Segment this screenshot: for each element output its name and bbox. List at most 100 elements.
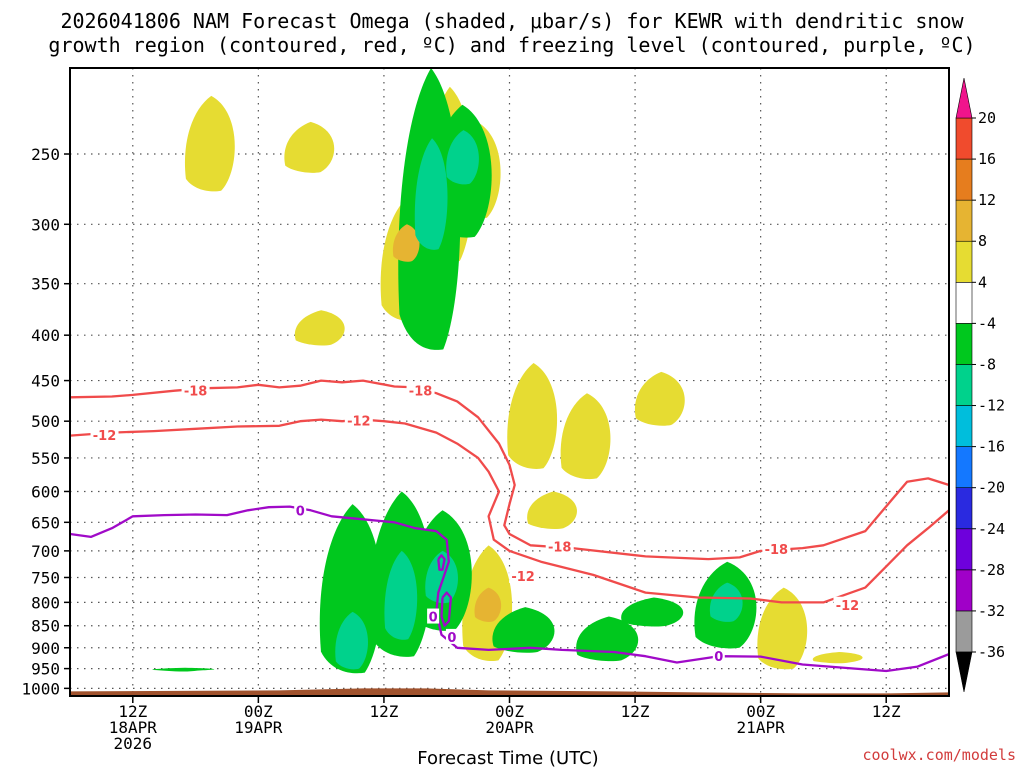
contour-label-dgz-minus18-3: -18 [765, 543, 789, 558]
contour-label-bg-dgz-minus12-0 [90, 426, 119, 442]
x-tick-label-0-1: 12Z [118, 702, 147, 721]
colorbar-swatch-0 [955, 610, 973, 653]
omega-region-sinking-mid-a [507, 363, 558, 469]
y-tick-label-950: 950 [31, 660, 60, 679]
colorbar-swatch-11 [955, 158, 973, 201]
colorbar-lower-extend [955, 651, 973, 693]
x-tick-label-5-1: 00Z [746, 702, 775, 721]
colorbar-swatch-10 [955, 199, 973, 242]
contour-label-bg-dgz-minus18-3 [762, 541, 791, 557]
terrain-fill [70, 688, 949, 696]
colorbar-label-5: -16 [978, 438, 1005, 456]
y-tick-label-450: 450 [31, 372, 60, 391]
colorbar-swatch-1 [955, 569, 973, 612]
colorbar-label-2: -28 [978, 561, 1005, 579]
omega-shading [152, 68, 863, 674]
contour-label-dgz-minus12-0: -12 [93, 429, 117, 444]
contour-label-dgz-minus18-2: -18 [548, 540, 572, 555]
contour-label-freezing-level-0-1: 0 [714, 650, 723, 665]
omega-region-upward-speck [152, 667, 215, 672]
omega-region-upward-low-thin [492, 607, 555, 653]
contour-freezing-level-0 [70, 505, 949, 673]
colorbar-label-1: -32 [978, 602, 1005, 620]
omega-region-upward-low-e [621, 597, 684, 627]
colorbar-upper-extend [955, 77, 973, 119]
omega-region-sinking-upper-mid [284, 121, 335, 173]
omega-region-sinking-low-a-core [474, 587, 502, 622]
y-tick-label-600: 600 [31, 482, 60, 501]
x-tick-label-1-2: 19APR [234, 718, 283, 737]
contour-label-bg-freezing-level-0-loop-b-0 [427, 608, 440, 624]
y-tick-label-350: 350 [31, 275, 60, 294]
y-tick-label-400: 400 [31, 326, 60, 345]
colorbar-label-0: -36 [978, 643, 1005, 661]
y-tick-label-550: 550 [31, 449, 60, 468]
contour-label-bg-dgz-minus12-2 [509, 567, 538, 583]
contour-label-bg-freezing-level-0-loop-a-0 [445, 628, 458, 644]
x-axis-label: Forecast Time (UTC) [417, 748, 598, 768]
colorbar-label-9: 4 [978, 273, 987, 291]
contour-label-dgz-minus18-1: -18 [409, 385, 433, 400]
omega-region-sinking-upper-left [184, 95, 235, 192]
y-axis-ticks: 250 300 350 400 450 500 550 600 650 700 750 800 850 9… [21, 145, 70, 698]
y-tick-label-750: 750 [31, 568, 60, 587]
omega-region-sinking-mid-d [527, 491, 577, 529]
omega-region-upward-low-b-core [384, 550, 418, 640]
x-tick-label-1-1: 00Z [244, 702, 273, 721]
colorbar-label-8: -4 [978, 314, 996, 332]
omega-region-sinking-thin-400 [294, 310, 345, 346]
y-tick-label-850: 850 [31, 617, 60, 636]
chart-title-line-1: 2026041806 NAM Forecast Omega (shaded, μ… [60, 9, 964, 33]
colorbar-label-13: 20 [978, 109, 996, 127]
contour-label-bg-freezing-level-0-0 [294, 502, 307, 518]
colorbar-label-4: -20 [978, 479, 1005, 497]
omega-region-sinking-mid-b [560, 393, 611, 480]
y-tick-label-650: 650 [31, 513, 60, 532]
y-tick-label-250: 250 [31, 145, 60, 164]
contour-freezing-level-0-loop-a [440, 591, 453, 627]
colorbar-swatch-5 [955, 405, 973, 447]
contour-label-dgz-minus18-0: -18 [184, 385, 208, 400]
x-tick-label-6-1: 12Z [872, 702, 901, 721]
colorbar-swatch-7 [955, 323, 973, 365]
y-tick-label-800: 800 [31, 593, 60, 612]
y-tick-label-700: 700 [31, 542, 60, 561]
contour-label-bg-freezing-level-0-1 [712, 648, 725, 664]
omega-region-sinking-mid-c [634, 371, 685, 426]
x-tick-label-5-2: 21APR [737, 718, 786, 737]
y-tick-label-1000: 1000 [21, 679, 60, 698]
y-tick-label-500: 500 [31, 412, 60, 431]
x-tick-label-0-2: 18APR [109, 718, 158, 737]
x-tick-label-2-1: 12Z [369, 702, 398, 721]
omega-region-upward-motion-upper-core [414, 138, 448, 250]
contour-label-freezing-level-0-0: 0 [296, 504, 305, 519]
colorbar-swatch-2 [955, 528, 973, 571]
x-tick-label-4-1: 12Z [621, 702, 650, 721]
omega-region-upward-motion-upper-east-core [446, 130, 479, 185]
x-tick-label-3-1: 00Z [495, 702, 524, 721]
contour-label-bg-dgz-minus18-1 [406, 382, 435, 398]
x-tick-label-3-2: 20APR [485, 718, 534, 737]
colorbar-swatch-12 [955, 117, 973, 160]
contour-label-dgz-minus12-1: -12 [347, 414, 371, 429]
contour-label-bg-dgz-minus12-3 [833, 596, 862, 612]
y-tick-label-300: 300 [31, 215, 60, 234]
x-tick-label-0-3: 2026 [114, 734, 153, 753]
contour-label-bg-dgz-minus18-0 [181, 382, 210, 398]
contour-label-bg-dgz-minus18-2 [545, 538, 574, 554]
contour-freezing-level-0-loop-b [437, 554, 446, 571]
contour-label-bg-dgz-minus12-1 [344, 412, 373, 428]
omega-region-upward-low-c-core [425, 550, 458, 604]
colorbar-swatch-4 [955, 446, 973, 488]
omega-region-sinking-upper-col-core [392, 224, 420, 262]
contour-dgz-minus12 [70, 418, 949, 604]
contour-label-freezing-level-0-loop-b-0: 0 [429, 611, 438, 626]
colorbar-label-3: -24 [978, 520, 1005, 538]
omega-region-upward-low-a-core [335, 611, 368, 670]
contour-label-dgz-minus12-2: -12 [511, 570, 535, 585]
colorbar-label-7: -8 [978, 355, 996, 373]
colorbar: -36 -32 -28 -24 -20 -16 -12 -8 -4 4 8 12 16 20 [955, 77, 1005, 693]
